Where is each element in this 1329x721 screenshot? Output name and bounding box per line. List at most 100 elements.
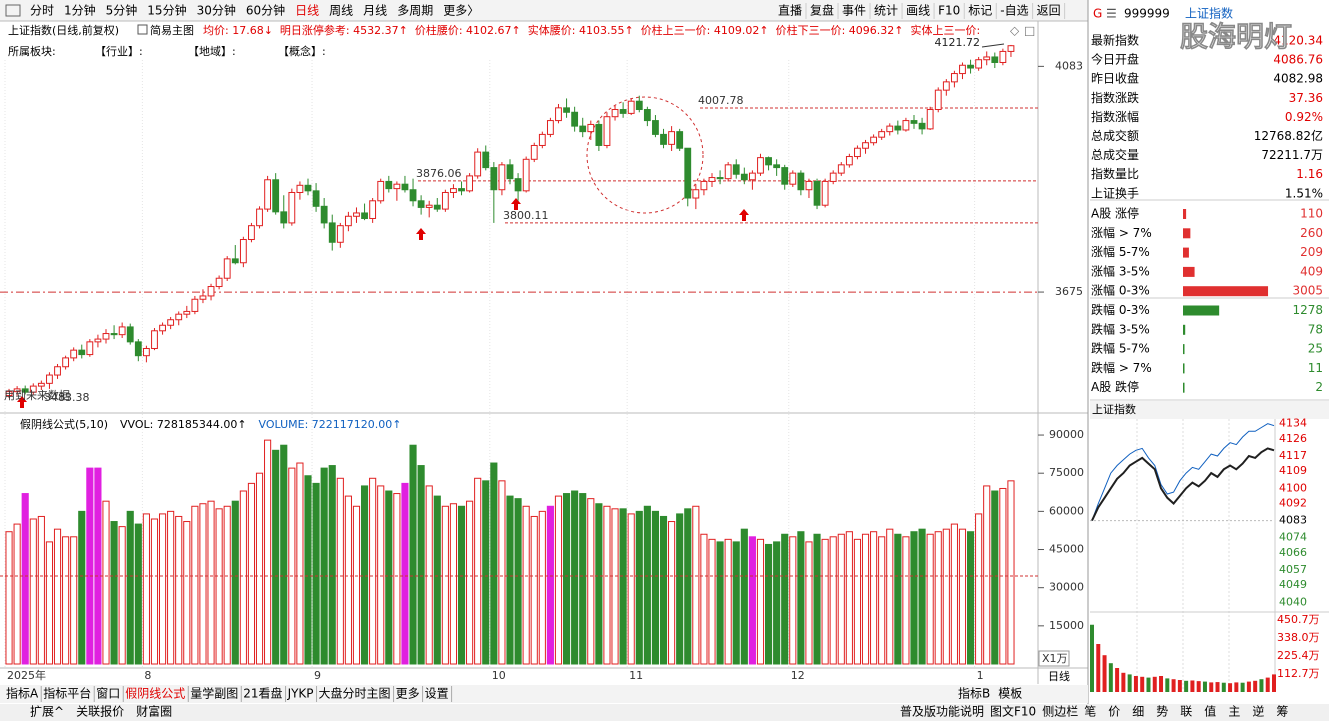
candle-body [70,349,78,359]
period-tab[interactable]: 5分钟 [106,3,138,18]
candle-body [563,107,570,113]
period-tab[interactable]: 多周期 [397,4,433,18]
period-tab[interactable]: 分时 [30,4,54,18]
status-item[interactable]: 财富圈 [136,704,172,719]
indicator-value: VVOL: 728185344.00↑ [120,418,247,431]
status-item[interactable]: 侧边栏 [1042,704,1078,719]
candle-body [773,164,781,169]
y-tick-label: 4040 [1279,595,1307,608]
menu-icon[interactable]: ☰ [1106,7,1117,21]
signal-arrows [17,198,749,408]
mini-header [1090,401,1329,419]
tool-button[interactable]: 返回 [1037,4,1061,18]
volume-bar [304,475,312,665]
candle-body [514,178,522,192]
indicator-tab[interactable]: 窗口 [96,687,120,701]
period-tab[interactable]: 日线 [295,4,319,18]
volume-bar [958,528,967,665]
status-item[interactable]: 图文F10 [990,704,1036,719]
candle-body [660,133,667,145]
status-item[interactable]: 细 [1132,705,1144,719]
stat-value: 37.36 [1289,91,1323,105]
breadth-label: 涨幅 5-7% [1091,244,1150,259]
breadth-bar [1183,228,1191,239]
status-item[interactable]: 逆 [1252,704,1264,719]
y2-tick-label: 112.7万 [1277,667,1320,680]
volume-bar [78,510,86,665]
indicator-tab[interactable]: 指标B [958,686,990,701]
period-tab[interactable]: 周线 [329,4,353,18]
indicator-tab[interactable]: 设置 [425,687,449,701]
tool-button[interactable]: 标记 [968,4,992,18]
period-tab[interactable]: 更多〉 [443,4,479,18]
candle-body [829,172,837,182]
tool-button[interactable]: -自选 [1000,4,1028,18]
indicator-tab[interactable]: 指标A [6,686,39,701]
period-tab[interactable]: 1分钟 [64,3,96,18]
x-tick-label: 11 [629,669,643,682]
volume-bar [223,505,231,665]
volume-bar [829,536,837,665]
stat-label: 昨日收盘 [1091,71,1139,86]
candle-body [256,208,263,227]
indicator-value: 价柱上三一价: 4109.02↑ [641,23,769,37]
indicator-tab[interactable]: 大盘分时主图 [319,686,391,701]
tool-button[interactable]: 事件 [842,4,866,18]
candle-body [5,391,13,397]
status-item[interactable]: 主 [1228,705,1240,719]
indicator-tab[interactable]: 模板 [998,687,1022,701]
tool-button[interactable]: 画线 [906,4,930,18]
volume-bar [579,493,587,665]
period-tab[interactable]: 月线 [363,4,387,18]
candle-body [78,349,86,356]
status-item[interactable]: 普及版功能说明 [900,704,984,719]
candle-body [320,205,328,224]
tool-button[interactable]: 直播 [778,4,802,18]
candle-body [740,173,748,181]
menu-icon[interactable] [5,4,21,17]
volume-bar [215,508,223,665]
status-item[interactable]: 笔 [1084,704,1096,719]
period-tab[interactable]: 15分钟 [147,3,186,18]
candle-body [191,298,199,312]
icon[interactable]: □ [1024,24,1035,38]
status-item[interactable]: 扩展^ [30,705,64,719]
volume-bar [554,495,563,665]
y-tick-label: 4057 [1279,563,1307,576]
status-item[interactable]: 值 [1204,704,1216,719]
stat-value: 4082.98 [1273,72,1323,86]
indicator-title: 假阴线公式(5,10) [20,417,108,431]
tool-button[interactable]: 复盘 [810,3,834,18]
indicator-tab[interactable]: 假阴线公式 [125,687,185,701]
stat-value: 72211.7万 [1261,148,1323,162]
candle-body [724,164,732,180]
period-label[interactable]: 日线 [1048,669,1070,683]
stat-label: 指数涨跌 [1091,90,1139,105]
period-tab[interactable]: 60分钟 [246,3,285,18]
indicator-tab[interactable]: 21看盘 [243,686,282,701]
tool-button[interactable]: 统计 [874,4,898,18]
status-item[interactable]: 联 [1180,705,1192,719]
price-line [1091,447,1275,522]
status-item[interactable]: 关联报价 [76,704,124,719]
volume-bar [789,536,797,665]
indicator-tab[interactable]: 量学副图 [190,686,238,701]
volume-bar [320,467,328,665]
icon[interactable]: ◇ [1010,24,1020,38]
candle-body [126,326,134,343]
candle-body [369,200,377,219]
y-tick-label: 4066 [1279,546,1307,559]
status-item[interactable]: 筹 [1276,705,1288,719]
indicator-tab[interactable]: JYKP [287,687,314,701]
breadth-bar [1183,305,1220,316]
y-tick-label: 75000 [1049,466,1084,479]
status-item[interactable]: 势 [1156,705,1168,719]
candle-body [595,123,603,146]
tool-button[interactable]: F10 [938,4,960,18]
indicator-tab[interactable]: 指标平台 [43,686,91,701]
indicator-tab[interactable]: 更多 [396,687,420,701]
volume-bar [449,503,458,665]
period-tab[interactable]: 30分钟 [197,3,236,18]
status-item[interactable]: 价 [1108,705,1120,719]
